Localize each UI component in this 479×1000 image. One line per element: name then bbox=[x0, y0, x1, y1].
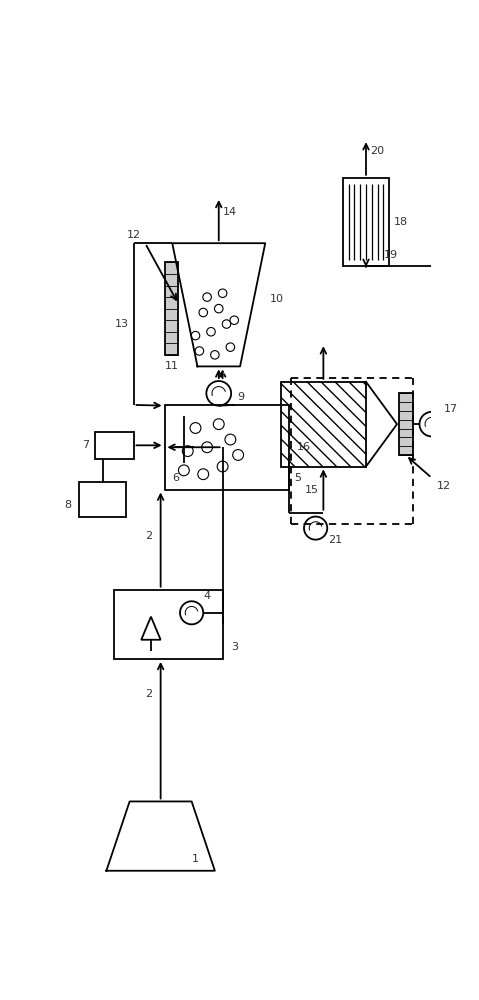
Bar bbox=[164, 262, 179, 355]
Circle shape bbox=[182, 446, 193, 456]
Circle shape bbox=[202, 442, 213, 453]
Bar bbox=[281, 382, 366, 466]
Circle shape bbox=[233, 450, 243, 460]
Text: 7: 7 bbox=[82, 440, 89, 450]
Circle shape bbox=[207, 328, 215, 336]
Circle shape bbox=[230, 316, 239, 324]
Circle shape bbox=[211, 351, 219, 359]
Bar bbox=[164, 405, 288, 490]
Text: 11: 11 bbox=[164, 361, 179, 371]
Text: 16: 16 bbox=[297, 442, 311, 452]
Text: 8: 8 bbox=[64, 500, 71, 510]
Text: 17: 17 bbox=[444, 404, 458, 414]
Bar bbox=[95, 432, 134, 459]
Circle shape bbox=[213, 419, 224, 430]
Text: 6: 6 bbox=[172, 473, 180, 483]
Text: 10: 10 bbox=[270, 294, 284, 304]
Bar bbox=[343, 178, 389, 266]
Text: 12: 12 bbox=[436, 481, 451, 491]
Text: 1: 1 bbox=[192, 854, 199, 864]
Text: 12: 12 bbox=[126, 231, 140, 240]
Text: 20: 20 bbox=[371, 146, 385, 156]
Circle shape bbox=[222, 320, 231, 328]
Circle shape bbox=[199, 308, 207, 317]
Text: 2: 2 bbox=[146, 689, 153, 699]
Text: 13: 13 bbox=[115, 319, 129, 329]
Circle shape bbox=[195, 347, 204, 355]
Text: 15: 15 bbox=[305, 485, 319, 495]
Circle shape bbox=[198, 469, 209, 480]
Circle shape bbox=[203, 293, 211, 301]
Bar bbox=[399, 393, 412, 455]
Text: 9: 9 bbox=[237, 392, 244, 402]
Text: 21: 21 bbox=[328, 535, 342, 545]
Circle shape bbox=[225, 434, 236, 445]
Circle shape bbox=[226, 343, 235, 351]
Text: 18: 18 bbox=[394, 217, 408, 227]
Text: 14: 14 bbox=[223, 207, 238, 217]
Bar bbox=[114, 590, 223, 659]
Bar bbox=[79, 482, 126, 517]
Text: 5: 5 bbox=[294, 473, 301, 483]
Circle shape bbox=[215, 304, 223, 313]
Circle shape bbox=[217, 461, 228, 472]
Circle shape bbox=[190, 423, 201, 433]
Circle shape bbox=[191, 331, 200, 340]
Text: 3: 3 bbox=[231, 642, 238, 652]
Text: 4: 4 bbox=[203, 591, 210, 601]
Circle shape bbox=[179, 465, 189, 476]
Circle shape bbox=[218, 289, 227, 297]
Text: 2: 2 bbox=[146, 531, 153, 541]
Text: 19: 19 bbox=[384, 250, 398, 260]
